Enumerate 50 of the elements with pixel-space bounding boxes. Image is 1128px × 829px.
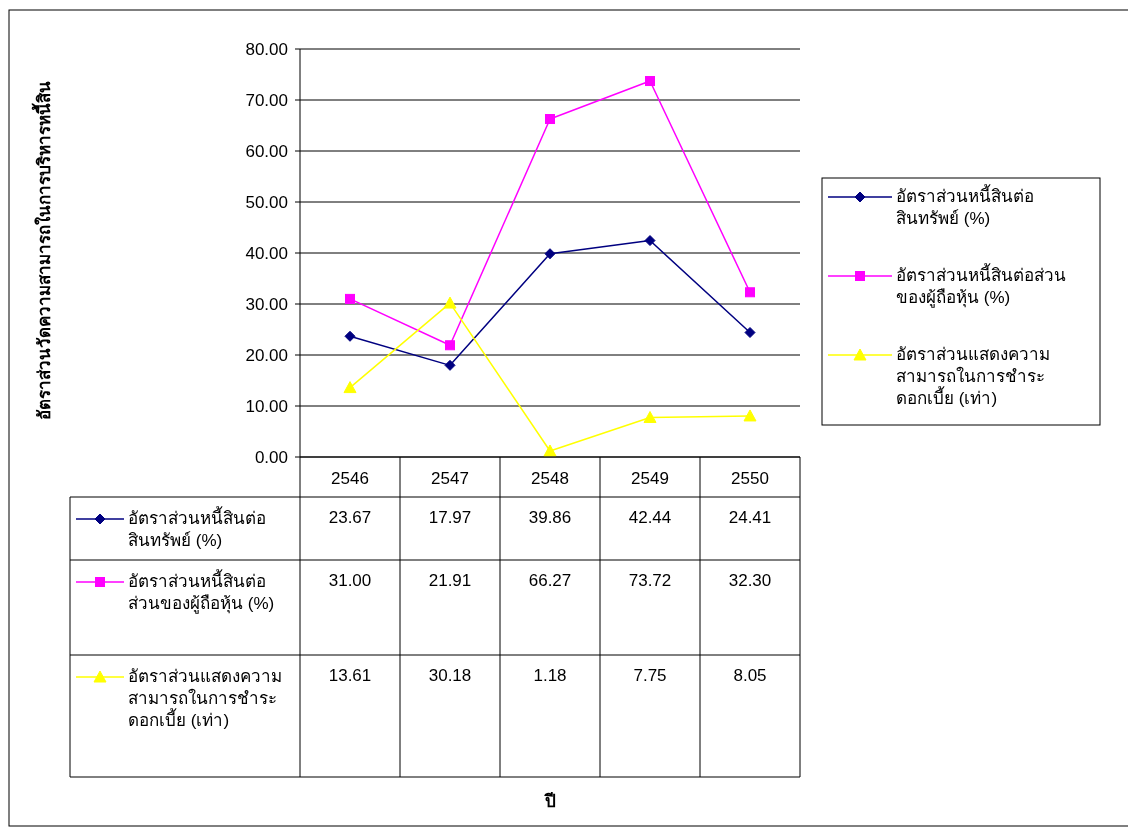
y-tick-label: 50.00 xyxy=(245,193,288,212)
point xyxy=(743,409,757,422)
point xyxy=(544,248,556,260)
data-label: 32.30 xyxy=(728,571,772,590)
data-label: 1.18 xyxy=(533,666,567,685)
data-label: 24.41 xyxy=(728,508,772,527)
point xyxy=(645,76,655,87)
x-tick-label: 2549 xyxy=(631,469,669,488)
y-tick-label: 70.00 xyxy=(245,91,288,110)
point xyxy=(343,381,357,394)
y-tick-label: 20.00 xyxy=(245,346,288,365)
text: อัตราส่วนแสดงความสามารถในการชำระดอกเบี้ย (เท่า) xyxy=(128,667,282,730)
data-label: 13.61 xyxy=(328,666,372,685)
y-tick-label: 0.00 xyxy=(254,448,288,467)
point xyxy=(543,444,557,457)
point xyxy=(744,327,756,339)
point xyxy=(644,235,656,247)
x-tick-label: 2547 xyxy=(431,469,469,488)
y-tick-label: 80.00 xyxy=(245,40,288,59)
point xyxy=(643,410,657,423)
point xyxy=(745,287,755,298)
point xyxy=(545,114,555,125)
y-tick-label: 60.00 xyxy=(245,142,288,161)
data-label: 8.05 xyxy=(733,666,767,685)
data-label: 17.97 xyxy=(428,508,472,527)
point xyxy=(444,359,456,371)
text: ปี xyxy=(543,791,556,811)
x-tick-label: 2546 xyxy=(331,469,369,488)
y-tick-label: 10.00 xyxy=(245,397,288,416)
point xyxy=(443,296,457,309)
data-label: 23.67 xyxy=(328,508,372,527)
point xyxy=(445,340,455,351)
data-label: 42.44 xyxy=(628,508,672,527)
data-label: 21.91 xyxy=(428,571,472,590)
data-label: 66.27 xyxy=(528,571,572,590)
point xyxy=(344,330,356,342)
legend-label: อัตราส่วนแสดงความสามารถในการชำระดอกเบี้ย (เท่า) xyxy=(896,344,1051,410)
data-label: 39.86 xyxy=(528,508,572,527)
data-label: 7.75 xyxy=(633,666,667,685)
legend-label: อัตราส่วนหนี้สินต่อสินทรัพย์ (%) xyxy=(896,186,1035,230)
y-tick-label: 40.00 xyxy=(245,244,288,263)
text: อัตราส่วนวัดความสามารถในการบริหารหนี้สิน xyxy=(31,80,54,420)
point xyxy=(345,293,355,304)
data-label: 73.72 xyxy=(628,571,672,590)
legend-label: อัตราส่วนหนี้สินต่อส่วนของผู้ถือหุ้น (%) xyxy=(896,265,1067,309)
x-tick-label: 2548 xyxy=(531,469,569,488)
data-label: 31.00 xyxy=(328,571,372,590)
y-tick-label: 30.00 xyxy=(245,295,288,314)
data-label: 30.18 xyxy=(428,666,472,685)
x-tick-label: 2550 xyxy=(731,469,769,488)
